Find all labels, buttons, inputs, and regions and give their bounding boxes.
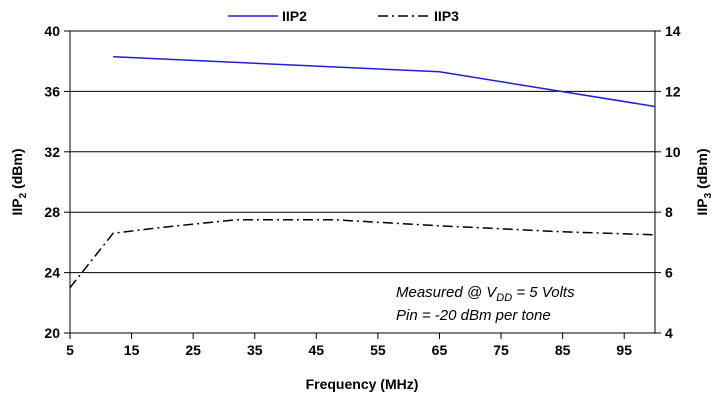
- series-line-iip2: [113, 55, 656, 108]
- legend-label-iip3: IIP3: [434, 8, 459, 24]
- right-axis: 4 6 8 10 12 14: [655, 23, 681, 341]
- y-left-tick-label-4: 36: [44, 83, 60, 99]
- y-right-tick-label-3: 10: [665, 144, 681, 160]
- x-tick-label-1: 15: [124, 342, 140, 358]
- legend: IIP2 IIP3: [228, 8, 459, 24]
- y-right-tick-label-0: 4: [665, 325, 673, 341]
- annotation-pin: Pin = -20 dBm per tone: [396, 307, 551, 324]
- plot-frame: [69, 30, 656, 334]
- x-axis: 5 15 25 35 45 55 65 75 85 95: [66, 333, 632, 358]
- x-axis-title: Frequency (MHz): [306, 376, 419, 392]
- y-left-tick-label-5: 40: [44, 23, 60, 39]
- y-right-tick-label-1: 6: [665, 265, 673, 281]
- x-tick-label-9: 95: [616, 342, 632, 358]
- x-tick-label-4: 45: [309, 342, 325, 358]
- y-left-tick-label-1: 24: [44, 265, 60, 281]
- x-tick-label-7: 75: [493, 342, 509, 358]
- series-layer: [69, 55, 656, 289]
- x-tick-label-8: 85: [555, 342, 571, 358]
- y-axis-left-title: IIP2 (dBm): [9, 148, 29, 215]
- y-right-tick-label-2: 8: [665, 204, 673, 220]
- y-axis-right-title: IIP3 (dBm): [694, 148, 714, 215]
- x-tick-label-6: 65: [432, 342, 448, 358]
- x-tick-label-0: 5: [66, 342, 74, 358]
- legend-label-iip2: IIP2: [282, 8, 307, 24]
- annotation-measured: Measured @ VDD = 5 Volts: [396, 284, 575, 304]
- series-line-iip3: [69, 219, 656, 289]
- y-right-tick-label-5: 14: [665, 23, 681, 39]
- y-left-tick-label-0: 20: [44, 325, 60, 341]
- y-left-tick-label-3: 32: [44, 144, 60, 160]
- x-tick-label-3: 35: [247, 342, 263, 358]
- x-tick-label-2: 25: [185, 342, 201, 358]
- y-left-tick-label-2: 28: [44, 204, 60, 220]
- left-axis: 20 24 28 32 36 40: [44, 23, 70, 341]
- y-right-tick-label-4: 12: [665, 83, 681, 99]
- x-tick-label-5: 55: [370, 342, 386, 358]
